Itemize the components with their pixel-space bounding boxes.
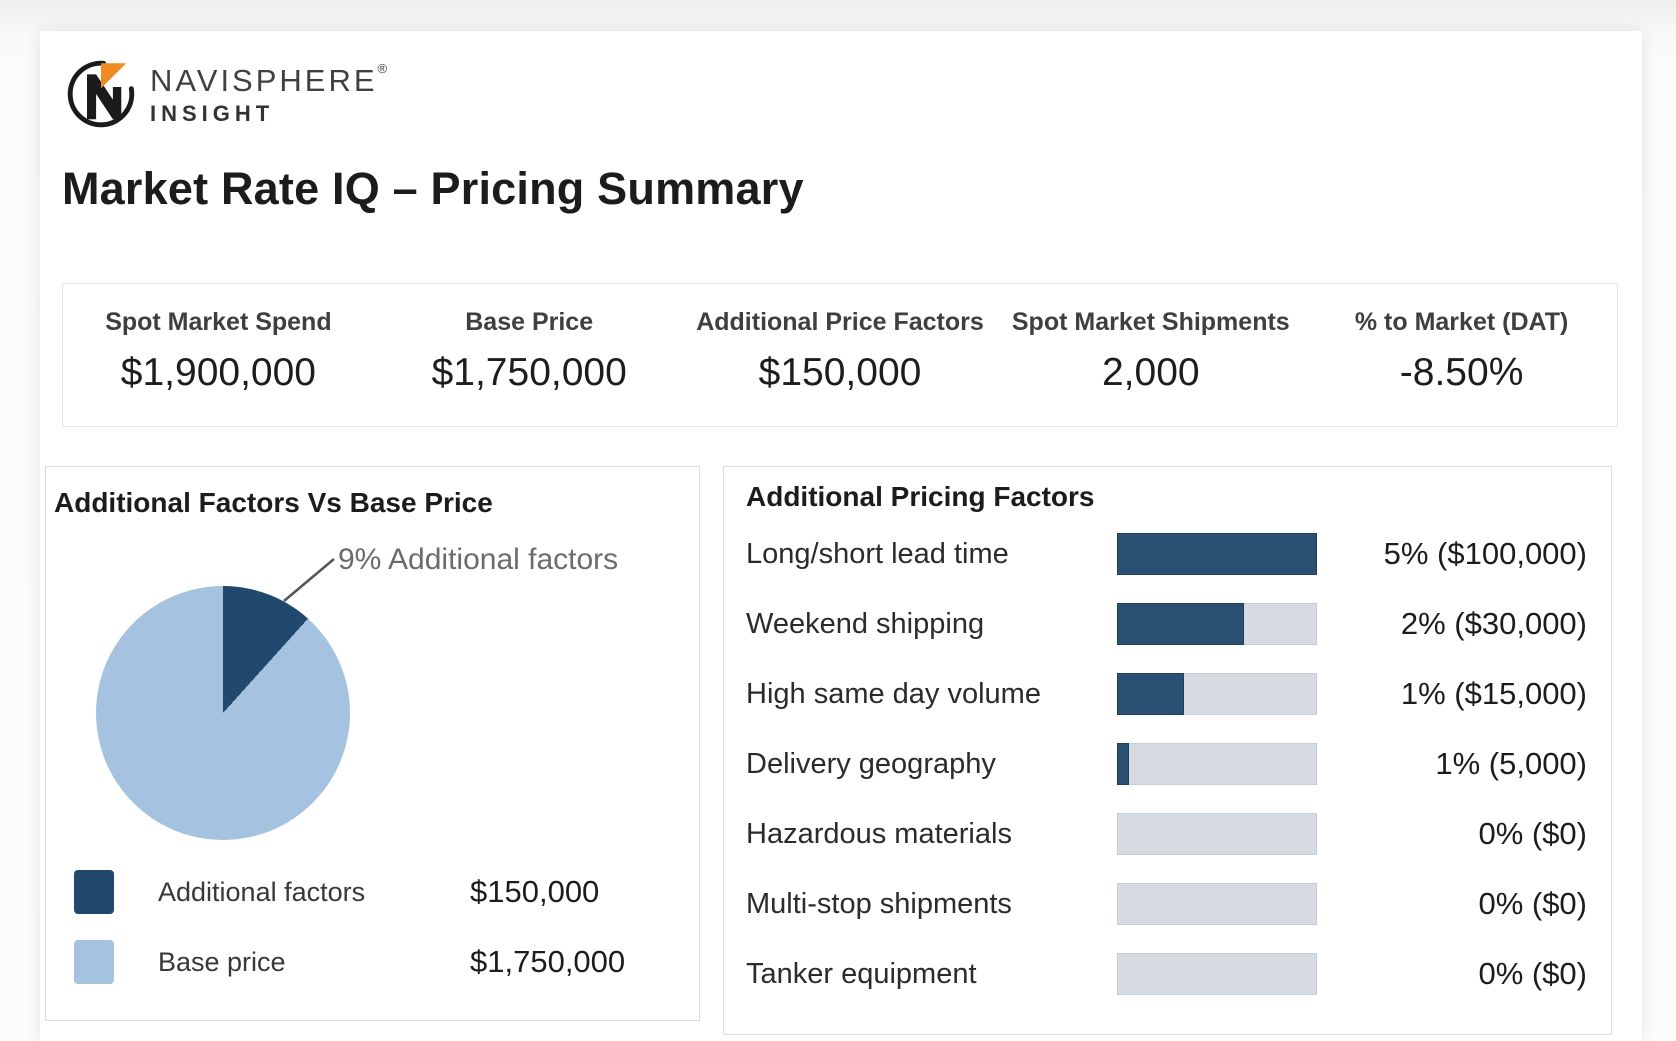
kpi-band: Spot Market Spend $1,900,000 Base Price … <box>62 283 1618 427</box>
bar-row-multi-stop-shipments: Multi-stop shipments 0% ($0) <box>724 869 1611 939</box>
bar-track <box>1117 883 1317 925</box>
kpi-value: $150,000 <box>758 351 922 394</box>
kpi-additional-price-factors: Additional Price Factors $150,000 <box>685 284 996 426</box>
bar-label: Long/short lead time <box>746 537 1009 570</box>
kpi-value: 2,000 <box>1101 351 1200 394</box>
kpi-value: -8.50% <box>1399 351 1524 394</box>
pie-chart <box>96 586 350 840</box>
kpi-pct-to-market: % to Market (DAT) -8.50% <box>1306 284 1617 426</box>
bar-fill <box>1117 603 1244 645</box>
legend-value: $150,000 <box>470 874 600 909</box>
dashboard-card: NAVISPHERE® INSIGHT Market Rate IQ – Pri… <box>40 31 1642 1041</box>
legend-swatch-light <box>74 940 114 984</box>
bar-row-weekend-shipping: Weekend shipping 2% ($30,000) <box>724 589 1611 659</box>
kpi-label: Base Price <box>465 308 594 336</box>
bar-row-delivery-geography: Delivery geography 1% (5,000) <box>724 729 1611 799</box>
kpi-label: Spot Market Spend <box>105 308 332 336</box>
bar-row-high-same-day-volume: High same day volume 1% ($15,000) <box>724 659 1611 729</box>
bar-value: 0% ($0) <box>1478 956 1587 991</box>
bar-label: Hazardous materials <box>746 817 1012 850</box>
bar-fill <box>1117 533 1317 575</box>
kpi-spot-market-spend: Spot Market Spend $1,900,000 <box>63 284 374 426</box>
bar-row-hazardous-materials: Hazardous materials 0% ($0) <box>724 799 1611 869</box>
bar-track <box>1117 743 1317 785</box>
bar-value: 0% ($0) <box>1478 886 1587 921</box>
bar-track <box>1117 953 1317 995</box>
bar-fill <box>1117 673 1185 715</box>
kpi-label: Spot Market Shipments <box>1011 308 1290 336</box>
legend-swatch-dark <box>74 870 114 914</box>
legend-item-base-price: Base price $1,750,000 <box>74 939 674 985</box>
bar-value: 0% ($0) <box>1478 816 1587 851</box>
bar-value: 1% ($15,000) <box>1400 676 1587 711</box>
bars-panel-title: Additional Pricing Factors <box>746 481 1095 512</box>
pie-panel-title: Additional Factors Vs Base Price <box>54 487 493 518</box>
brand-sub: INSIGHT <box>150 101 275 126</box>
legend-label: Additional factors <box>158 876 366 907</box>
bar-fill <box>1117 743 1129 785</box>
brand-name: NAVISPHERE <box>150 63 378 98</box>
bar-value: 2% ($30,000) <box>1400 606 1587 641</box>
brand-wordmark: NAVISPHERE® INSIGHT <box>150 61 390 127</box>
bars-panel: Additional Pricing Factors Long/short le… <box>723 466 1612 1035</box>
bar-label: Tanker equipment <box>746 957 977 990</box>
legend-value: $1,750,000 <box>470 944 626 979</box>
page-title: Market Rate IQ – Pricing Summary <box>62 163 804 214</box>
bar-track <box>1117 813 1317 855</box>
bar-value: 1% (5,000) <box>1435 746 1587 781</box>
bar-label: Weekend shipping <box>746 607 985 640</box>
bar-row-long-short-lead-time: Long/short lead time 5% ($100,000) <box>724 519 1611 589</box>
kpi-base-price: Base Price $1,750,000 <box>374 284 685 426</box>
navisphere-logo-icon <box>67 60 135 128</box>
legend-label: Base price <box>158 946 286 977</box>
kpi-label: % to Market (DAT) <box>1354 308 1569 336</box>
bar-track <box>1117 673 1317 715</box>
legend-item-additional-factors: Additional factors $150,000 <box>74 869 674 915</box>
bar-value: 5% ($100,000) <box>1383 536 1587 571</box>
bar-label: High same day volume <box>746 677 1041 710</box>
pie-annotation: 9% Additional factors <box>338 543 619 576</box>
bar-track <box>1117 533 1317 575</box>
kpi-label: Additional Price Factors <box>696 308 984 336</box>
brand-logo: NAVISPHERE® INSIGHT <box>66 59 390 129</box>
kpi-value: $1,750,000 <box>431 351 627 394</box>
pie-panel: Additional Factors Vs Base Price 9% Addi… <box>45 466 700 1021</box>
bar-rows: Long/short lead time 5% ($100,000) Weeke… <box>724 519 1611 1009</box>
registered-mark: ® <box>377 61 391 76</box>
bar-label: Multi-stop shipments <box>746 887 1012 920</box>
kpi-spot-market-shipments: Spot Market Shipments 2,000 <box>995 284 1306 426</box>
kpi-value: $1,900,000 <box>120 351 316 394</box>
bar-label: Delivery geography <box>746 747 996 780</box>
bar-row-tanker-equipment: Tanker equipment 0% ($0) <box>724 939 1611 1009</box>
bar-track <box>1117 603 1317 645</box>
